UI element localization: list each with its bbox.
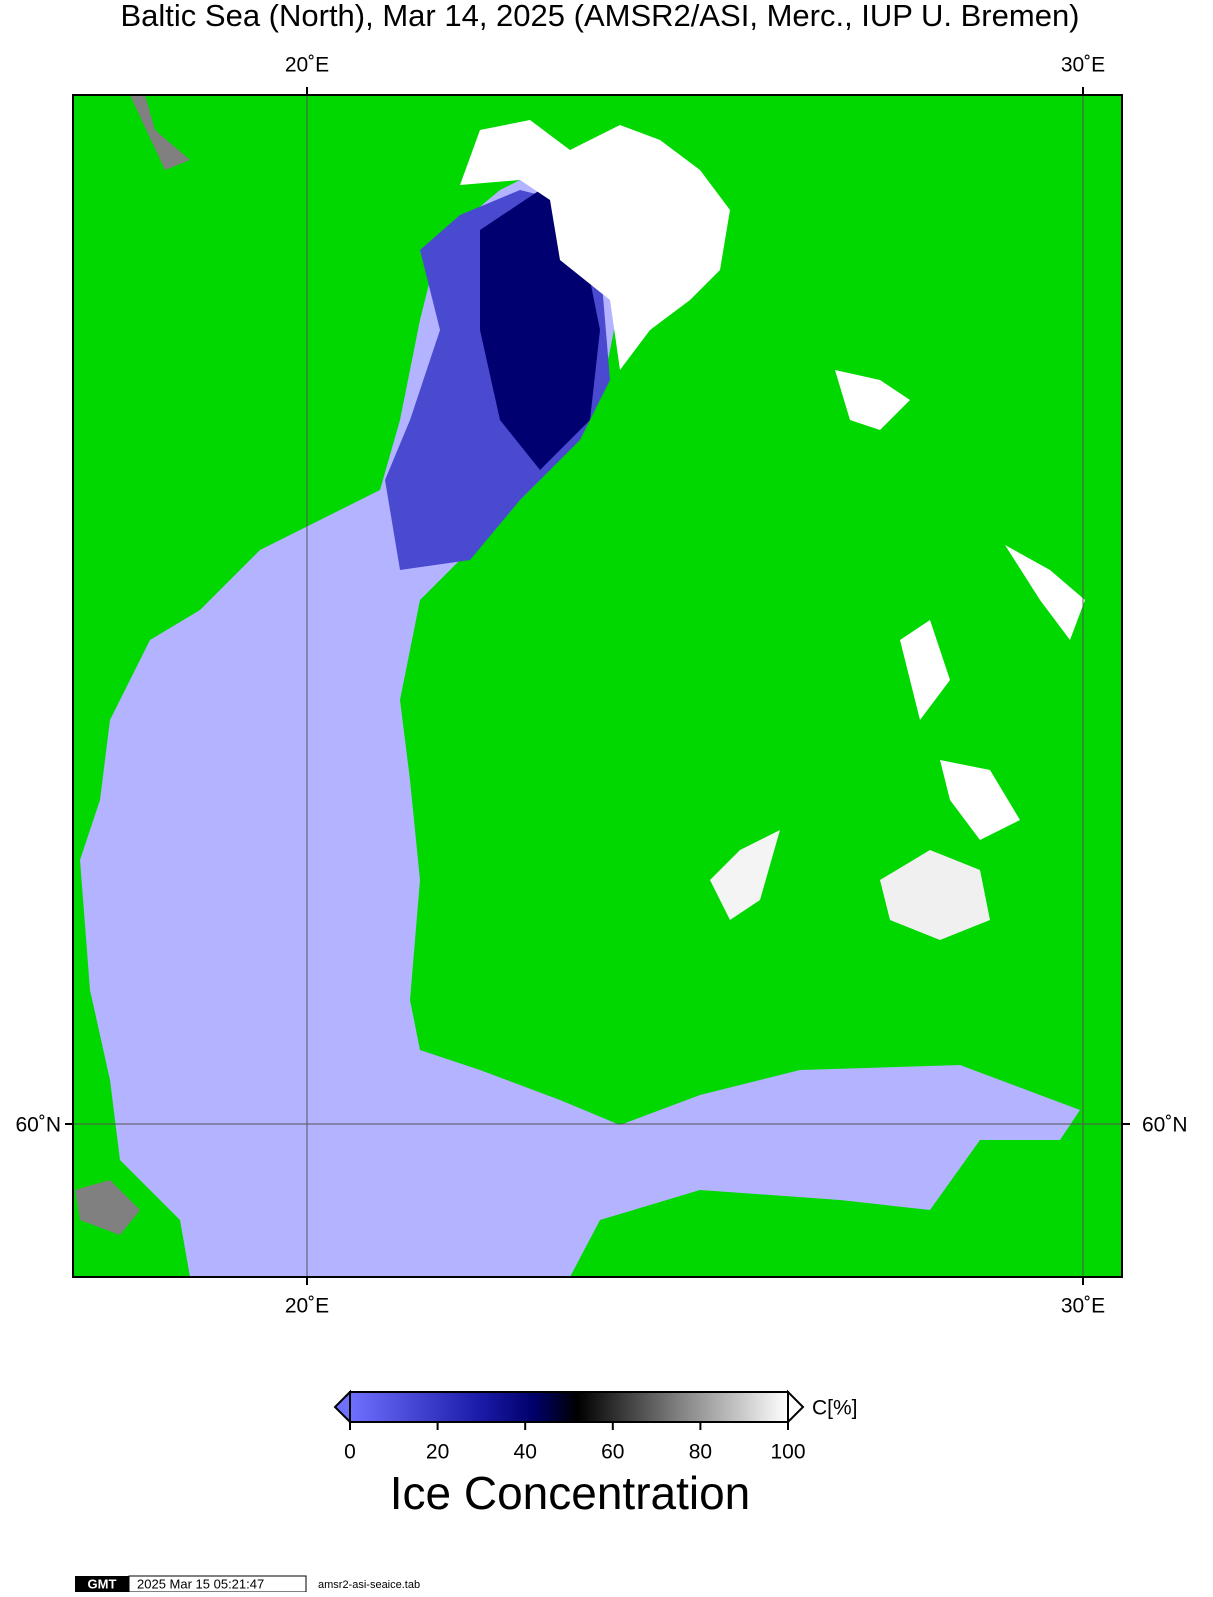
land-edge	[75, 1180, 140, 1235]
colorbar-tick-label: 40	[514, 1441, 537, 1464]
lake-ice	[835, 370, 910, 430]
ice-full	[460, 120, 730, 370]
colorbar-over	[787, 1389, 805, 1425]
colorbar-tick-label: 100	[770, 1441, 805, 1464]
lat-label: 60˚N	[1142, 1114, 1188, 1137]
colorbar-title: Ice Concentration	[390, 1467, 751, 1519]
map	[73, 95, 1122, 1277]
timestamp: 2025 Mar 15 05:21:47	[137, 1576, 264, 1591]
lake-ice	[880, 850, 990, 940]
land-edge	[130, 95, 190, 170]
lat-label: 60˚N	[15, 1114, 61, 1137]
colorbar-tick-label: 0	[344, 1441, 356, 1464]
logo: GMT	[88, 1576, 117, 1591]
lake-ice	[940, 760, 1020, 840]
lon-label: 20˚E	[285, 54, 329, 77]
map-frame	[72, 94, 1123, 1278]
colorbar-tick-label: 80	[689, 1441, 712, 1464]
colorbar	[333, 1389, 805, 1425]
lon-label: 30˚E	[1061, 1295, 1105, 1318]
lake-ice	[710, 830, 780, 920]
colorbar-under	[333, 1389, 351, 1425]
title: Baltic Sea (North), Mar 14, 2025 (AMSR2/…	[120, 0, 1079, 33]
lon-label: 30˚E	[1061, 54, 1105, 77]
lon-label: 20˚E	[285, 1295, 329, 1318]
colorbar-tick-label: 20	[426, 1441, 449, 1464]
lake-ice	[1005, 545, 1085, 640]
footer: GMT 2025 Mar 15 05:21:47 amsr2-asi-seaic…	[75, 1575, 420, 1593]
logo-box	[75, 1576, 129, 1592]
colorbar-ramp	[349, 1391, 789, 1423]
sea-ice	[80, 160, 1080, 1277]
colorbar-tick-label: 60	[601, 1441, 624, 1464]
graticule-ticks	[65, 87, 1130, 1285]
lake-ice	[900, 620, 950, 720]
file-name: amsr2-asi-seaice.tab	[318, 1579, 420, 1591]
colorbar-unit: C[%]	[812, 1397, 858, 1420]
